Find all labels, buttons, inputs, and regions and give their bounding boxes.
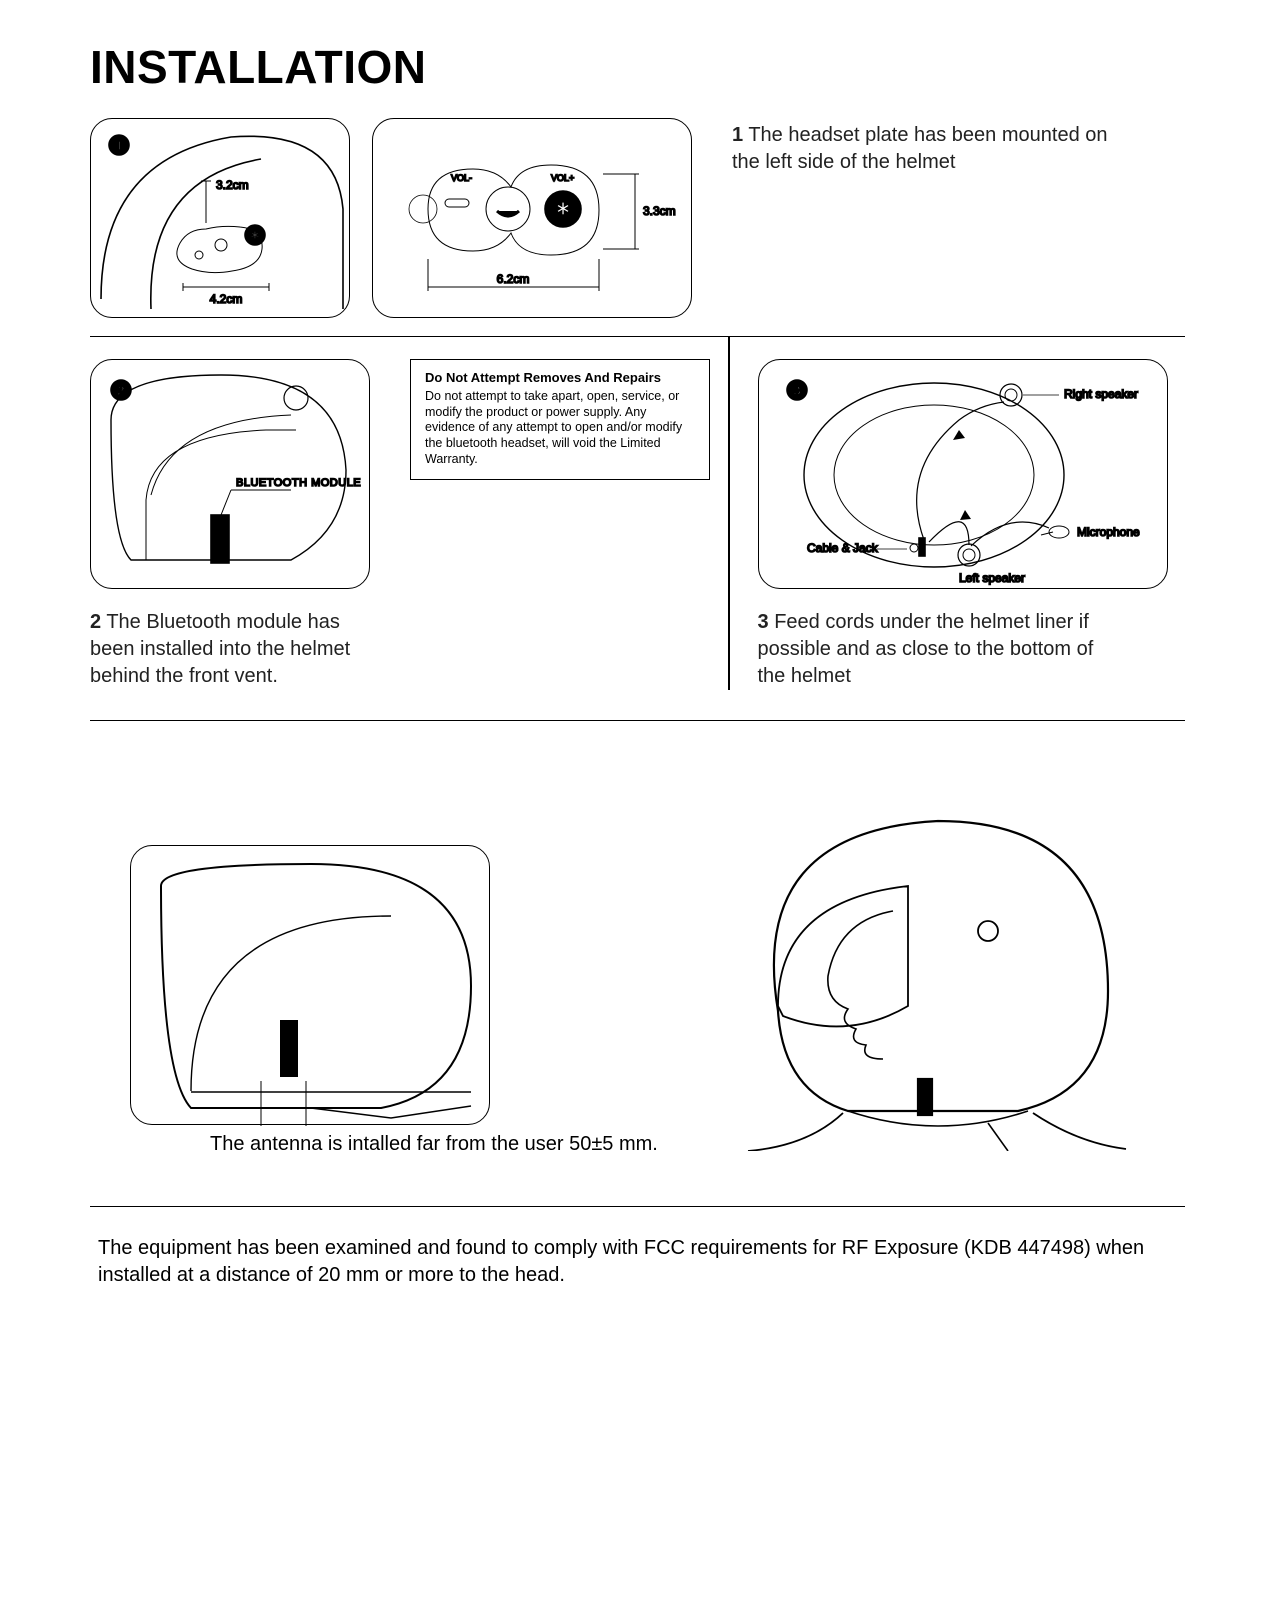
svg-text:3: 3 <box>793 383 800 398</box>
antenna-caption: The antenna is intalled far from the use… <box>210 1133 658 1156</box>
diagram-helmet-plate: 1 ✱ 3.2cm 4.2cm <box>90 118 350 318</box>
diagram-helmet-interior: 3 Right speaker Left speaker <box>758 359 1168 589</box>
compliance-text: The equipment has been examined and foun… <box>90 1235 1185 1289</box>
step2-text: 2 The Bluetooth module has been installe… <box>90 609 380 690</box>
label-vol-plus: VOL+ <box>551 173 574 183</box>
diagram-bluetooth-module: 2 BLUETOOTH MODULE <box>90 359 370 589</box>
step1-text: 1 The headset plate has been mounted on … <box>732 122 1112 176</box>
divider-3 <box>90 1206 1185 1207</box>
divider-2 <box>90 720 1185 721</box>
step3-number: 3 <box>758 611 769 633</box>
section-antenna: The antenna is intalled far from the use… <box>90 791 1185 1156</box>
section-step2-3: 2 BLUETOOTH MODULE 2 The Blueto <box>90 359 1185 690</box>
step1-body: The headset plate has been mounted on th… <box>732 124 1108 173</box>
diagram-helmet-on-user <box>688 791 1128 1156</box>
label-cable-jack: Cable & Jack <box>807 541 879 555</box>
svg-text:✱: ✱ <box>555 199 570 219</box>
section-step1: 1 ✱ 3.2cm 4.2cm <box>90 118 1185 318</box>
label-bt-module: BLUETOOTH MODULE <box>236 477 361 489</box>
warning-title: Do Not Attempt Removes And Repairs <box>425 370 695 385</box>
svg-text:1: 1 <box>115 138 122 153</box>
page-title: INSTALLATION <box>90 40 1185 94</box>
diagram-plate-dimensions: ✱ VOL- VOL+ 6.2cm 3.3cm <box>372 118 692 318</box>
dim-3-2: 3.2cm <box>216 178 249 192</box>
step3-text: 3 Feed cords under the helmet liner if p… <box>758 609 1118 690</box>
svg-text:2: 2 <box>117 383 124 398</box>
label-vol-minus: VOL- <box>451 173 472 183</box>
vertical-divider <box>728 337 730 690</box>
svg-text:✱: ✱ <box>250 230 259 242</box>
dim-3-3: 3.3cm <box>643 204 676 218</box>
step2-number: 2 <box>90 611 101 633</box>
diagram-antenna-location <box>130 845 490 1125</box>
warning-box: Do Not Attempt Removes And Repairs Do no… <box>410 359 710 480</box>
dim-6-2: 6.2cm <box>497 272 530 286</box>
step3-body: Feed cords under the helmet liner if pos… <box>758 611 1094 687</box>
warning-body: Do not attempt to take apart, open, serv… <box>425 389 695 467</box>
label-microphone: Microphone <box>1077 525 1140 539</box>
step1-number: 1 <box>732 124 743 146</box>
label-left-speaker: Left speaker <box>959 571 1025 585</box>
label-right-speaker: Right speaker <box>1064 387 1138 401</box>
step2-body: The Bluetooth module has been installed … <box>90 611 350 687</box>
divider-1 <box>90 336 1185 337</box>
dim-4-2: 4.2cm <box>210 292 243 306</box>
